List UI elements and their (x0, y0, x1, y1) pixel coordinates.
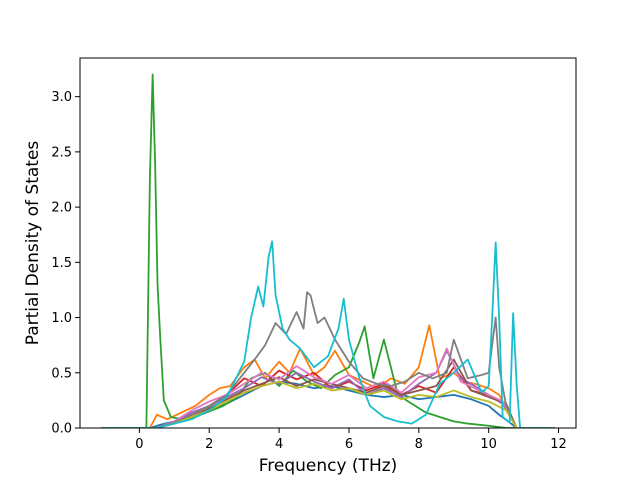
x-tick-label: 8 (415, 437, 423, 452)
series-layer (100, 73, 556, 428)
y-axis-ticks: 0.0 0.5 1.0 1.5 2.0 2.5 3.0 (51, 90, 80, 437)
plot-frame (79, 57, 577, 429)
series-line-3 (100, 73, 556, 428)
x-tick-label: 4 (275, 437, 283, 452)
x-tick-label: 6 (345, 437, 353, 452)
series-line-6 (100, 358, 556, 428)
x-tick-label: 2 (205, 437, 213, 452)
y-tick-label: 2.5 (51, 145, 72, 160)
series-line-10 (100, 240, 556, 428)
y-tick-label: 0.5 (51, 366, 72, 381)
y-tick-label: 3.0 (51, 90, 72, 105)
y-tick-label: 1.0 (51, 311, 72, 326)
series-line-7 (100, 347, 556, 428)
x-tick-label: 12 (550, 437, 567, 452)
x-tick-label: 0 (135, 437, 143, 452)
y-axis-label: Partial Density of States (23, 141, 43, 346)
x-axis-label: Frequency (THz) (259, 456, 398, 476)
x-axis-ticks: 0 2 4 6 8 10 12 (135, 428, 567, 452)
y-tick-label: 1.5 (51, 256, 72, 271)
x-tick-label: 10 (480, 437, 497, 452)
y-tick-label: 2.0 (51, 201, 72, 216)
y-tick-label: 0.0 (51, 422, 72, 437)
